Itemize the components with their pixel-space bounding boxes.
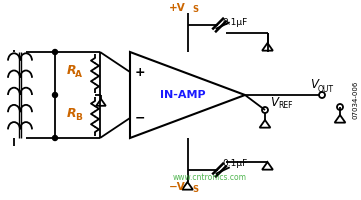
Text: 0.1μF: 0.1μF (222, 159, 248, 168)
Text: B: B (75, 113, 82, 122)
Text: 07034-006: 07034-006 (353, 81, 359, 119)
Text: S: S (192, 5, 199, 15)
Circle shape (52, 92, 57, 98)
Text: +V: +V (169, 3, 186, 13)
Text: REF: REF (278, 102, 292, 110)
Text: www.cntronics.com: www.cntronics.com (173, 173, 247, 182)
Text: S: S (192, 184, 199, 194)
Text: 0.1μF: 0.1μF (222, 18, 248, 27)
Text: R: R (67, 107, 77, 120)
Text: V: V (310, 78, 318, 92)
Circle shape (52, 49, 57, 54)
Text: IN-AMP: IN-AMP (160, 90, 205, 100)
Text: A: A (75, 70, 82, 79)
Text: OUT: OUT (318, 84, 334, 94)
Text: −: − (135, 112, 145, 124)
Text: −V: −V (169, 182, 186, 192)
Text: R: R (67, 64, 77, 77)
Text: +: + (135, 66, 145, 78)
Circle shape (52, 136, 57, 140)
Text: V: V (270, 96, 278, 108)
